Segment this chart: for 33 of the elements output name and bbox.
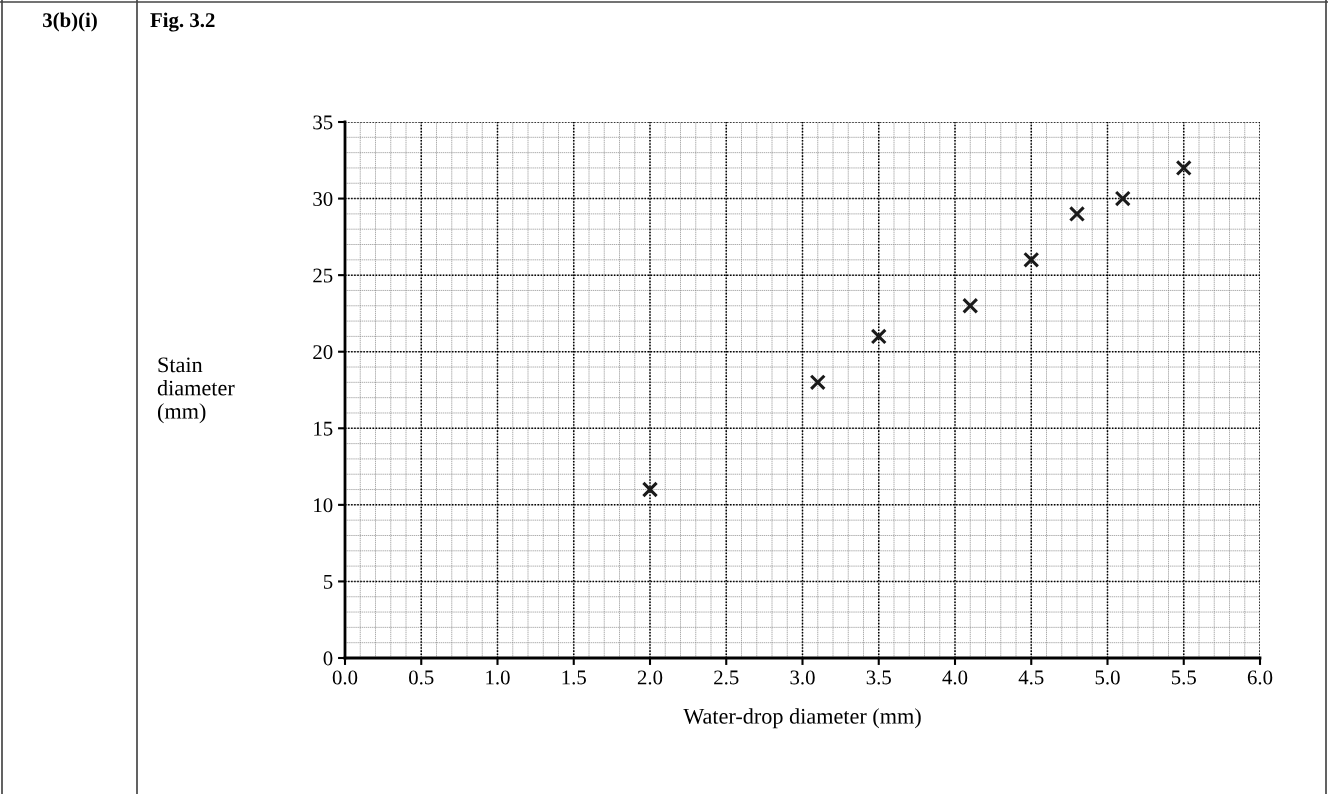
y-tick-label: 10 xyxy=(314,498,333,513)
x-tick-label: 3.0 xyxy=(790,670,815,685)
point xyxy=(1114,190,1131,207)
x-tick-label: 2.5 xyxy=(714,670,739,685)
y-tick-label: 5 xyxy=(323,575,333,589)
x-tick-label: 0.5 xyxy=(409,670,434,685)
y-tick-label: 35 xyxy=(313,115,333,130)
point xyxy=(641,481,659,498)
x-tick-label: 4.0 xyxy=(942,670,968,685)
point xyxy=(1023,251,1040,268)
y-axis-title: Stain diameter (mm) xyxy=(157,357,235,424)
x-tick-label: 4.5 xyxy=(1018,670,1044,685)
x-tick-label: 5.5 xyxy=(1171,670,1196,685)
text: 3(b)(i) xyxy=(43,12,97,32)
y-tick-label: 30 xyxy=(313,191,333,206)
x-tick-label: 1.5 xyxy=(562,670,586,685)
y-tick-label: 20 xyxy=(313,345,333,360)
chart-title: Fig. 3.2 xyxy=(150,12,215,32)
x-axis-title: Water-drop diameter (mm) xyxy=(683,708,921,729)
point xyxy=(809,374,826,391)
x-tick-label: 6.0 xyxy=(1247,670,1273,685)
x-tick-label: 5.0 xyxy=(1095,670,1120,685)
x-tick-label: 1.0 xyxy=(486,670,510,685)
y-tick-label: 15 xyxy=(314,421,333,436)
x-tick-label: 0.0 xyxy=(332,670,358,685)
point xyxy=(962,297,979,314)
x-tick-label: 2.0 xyxy=(637,670,663,685)
point xyxy=(870,328,887,345)
point xyxy=(1068,205,1086,222)
y-tick-label: 0 xyxy=(323,651,333,666)
x-tick-label: 3.5 xyxy=(866,670,891,685)
point xyxy=(1175,159,1192,177)
y-tick-label: 25 xyxy=(313,268,333,283)
